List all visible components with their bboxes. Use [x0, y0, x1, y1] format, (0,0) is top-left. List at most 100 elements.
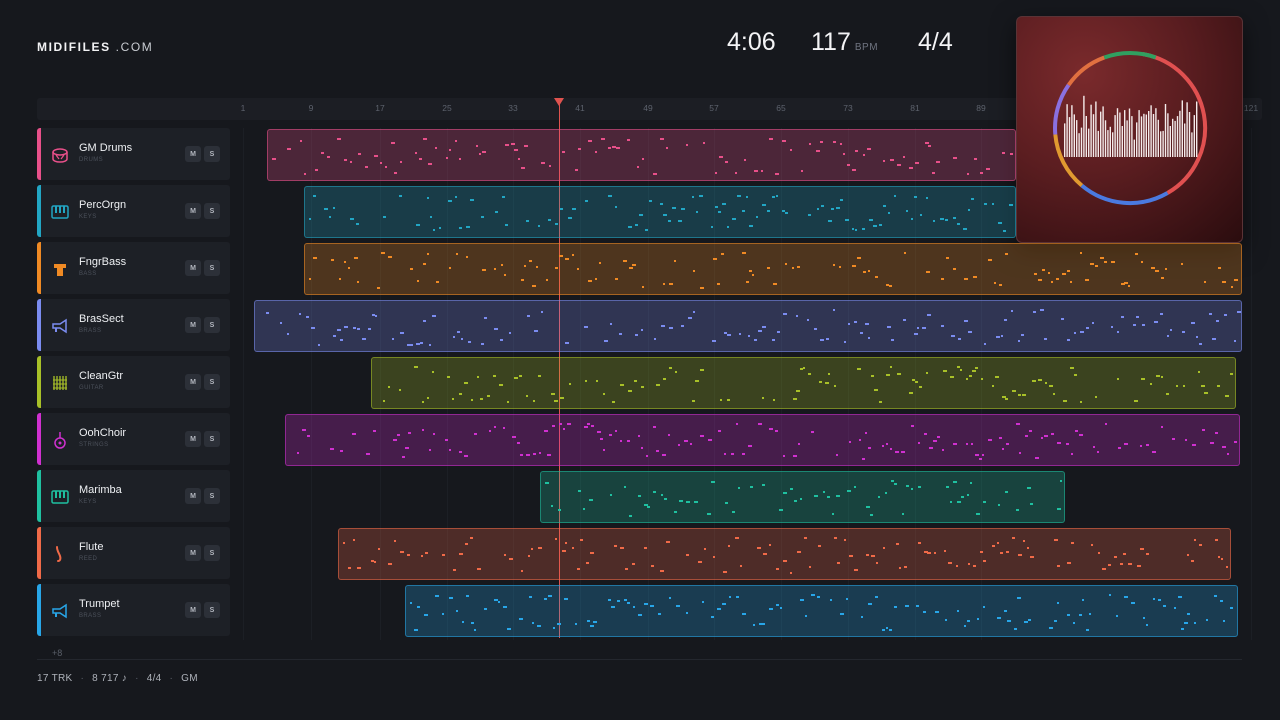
ruler-tick: 25 [442, 103, 452, 113]
bass-icon [51, 260, 69, 278]
ruler-tick: 33 [508, 103, 518, 113]
track-header-gm-drums[interactable]: GM Drums DRUMS M S [37, 128, 230, 180]
ruler-tick: 9 [308, 103, 314, 113]
album-art[interactable] [1016, 16, 1243, 243]
ruler-tick: 121 [1243, 103, 1259, 113]
playhead[interactable] [559, 100, 560, 638]
track-header-oohchoir[interactable]: OohChoir STRINGS M S [37, 413, 230, 465]
solo-button[interactable]: S [204, 602, 220, 618]
track-header-fngrbass[interactable]: FngrBass BASS M S [37, 242, 230, 294]
track-name[interactable]: OohChoir [79, 427, 127, 439]
track-name[interactable]: BrasSect [79, 313, 124, 325]
track-category: KEYS [79, 499, 97, 505]
track-color-stripe [37, 128, 41, 180]
keys-icon [51, 203, 69, 221]
track-header-trumpet[interactable]: Trumpet BRASS M S [37, 584, 230, 636]
grid-line [513, 128, 514, 640]
track-name[interactable]: Marimba [79, 484, 122, 496]
track-name[interactable]: Trumpet [79, 598, 120, 610]
mute-button[interactable]: M [185, 602, 201, 618]
midi-region[interactable] [304, 186, 1016, 238]
midi-region[interactable] [285, 414, 1240, 466]
track-color-stripe [37, 584, 41, 636]
track-category: KEYS [79, 214, 97, 220]
track-name[interactable]: FngrBass [79, 256, 127, 268]
ruler-tick: 73 [843, 103, 853, 113]
grid-line [380, 128, 381, 640]
note-pattern [309, 252, 1238, 289]
track-header-cleangtr[interactable]: CleanGtr GUITAR M S [37, 356, 230, 408]
note-pattern [297, 423, 1237, 460]
duration-value: 4:06 [727, 28, 776, 56]
grid-line [243, 128, 244, 640]
footer-meter: 4/4 [146, 673, 162, 684]
midi-region[interactable] [254, 300, 1242, 352]
guitar-icon [51, 374, 69, 392]
more-tracks-label[interactable]: +8 [52, 648, 63, 658]
ruler-tick: 89 [976, 103, 986, 113]
midi-region[interactable] [267, 129, 1016, 181]
track-category: BASS [79, 271, 97, 277]
ruler-tick: 1 [240, 103, 246, 113]
grid-line [580, 128, 581, 640]
solo-button[interactable]: S [204, 260, 220, 276]
mute-button[interactable]: M [185, 146, 201, 162]
grid-line [915, 128, 916, 640]
track-header-flute[interactable]: Flute REED M S [37, 527, 230, 579]
tempo-readout: 117 BPM [811, 28, 878, 57]
trumpet-icon [51, 317, 69, 335]
grid-line [848, 128, 849, 640]
brand-logo[interactable]: MIDIFILES .COM [37, 40, 153, 54]
ruler-tick: 41 [575, 103, 585, 113]
track-color-stripe [37, 299, 41, 351]
footer-stats: 17 TRK · 8 717 ♪ · 4/4 · GM [37, 673, 198, 684]
mute-button[interactable]: M [185, 260, 201, 276]
track-color-stripe [37, 356, 41, 408]
brand-suffix: .COM [115, 40, 154, 54]
midi-region[interactable] [304, 243, 1242, 295]
ruler-tick: 65 [776, 103, 786, 113]
midi-region[interactable] [338, 528, 1231, 580]
midi-region[interactable] [405, 585, 1238, 637]
solo-button[interactable]: S [204, 488, 220, 504]
footer-track-count: 17 TRK [37, 673, 73, 684]
track-header-marimba[interactable]: Marimba KEYS M S [37, 470, 230, 522]
mute-button[interactable]: M [185, 317, 201, 333]
track-color-stripe [37, 413, 41, 465]
grid-line [714, 128, 715, 640]
arrangement-grid[interactable] [238, 128, 1262, 640]
solo-button[interactable]: S [204, 146, 220, 162]
track-name[interactable]: Flute [79, 541, 104, 553]
track-category: GUITAR [79, 385, 104, 391]
note-pattern [309, 195, 1013, 232]
track-name[interactable]: GM Drums [79, 142, 133, 154]
mute-button[interactable]: M [185, 488, 201, 504]
track-name[interactable]: PercOrgn [79, 199, 127, 211]
timeline-ruler[interactable]: 1 9 17 25 33 41 49 57 65 73 81 89 121 [37, 98, 1262, 120]
track-category: BRASS [79, 613, 102, 619]
midi-region[interactable] [371, 357, 1236, 409]
mute-button[interactable]: M [185, 203, 201, 219]
ruler-tick: 81 [910, 103, 920, 113]
track-header-brassect[interactable]: BrasSect BRASS M S [37, 299, 230, 351]
solo-button[interactable]: S [204, 317, 220, 333]
solo-button[interactable]: S [204, 545, 220, 561]
solo-button[interactable]: S [204, 431, 220, 447]
track-header-percorgn[interactable]: PercOrgn KEYS M S [37, 185, 230, 237]
duration-readout: 4:06 [727, 28, 776, 57]
mute-button[interactable]: M [185, 374, 201, 390]
grid-line [648, 128, 649, 640]
grid-line [311, 128, 312, 640]
playhead-marker[interactable] [554, 98, 564, 106]
mute-button[interactable]: M [185, 545, 201, 561]
keys-icon [51, 488, 69, 506]
waveform-visualizer [1053, 50, 1208, 205]
track-color-stripe [37, 470, 41, 522]
track-name[interactable]: CleanGtr [79, 370, 124, 382]
midi-region[interactable] [540, 471, 1065, 523]
solo-button[interactable]: S [204, 374, 220, 390]
note-pattern [545, 480, 1062, 517]
brand-name: MIDIFILES [37, 40, 111, 54]
mute-button[interactable]: M [185, 431, 201, 447]
solo-button[interactable]: S [204, 203, 220, 219]
